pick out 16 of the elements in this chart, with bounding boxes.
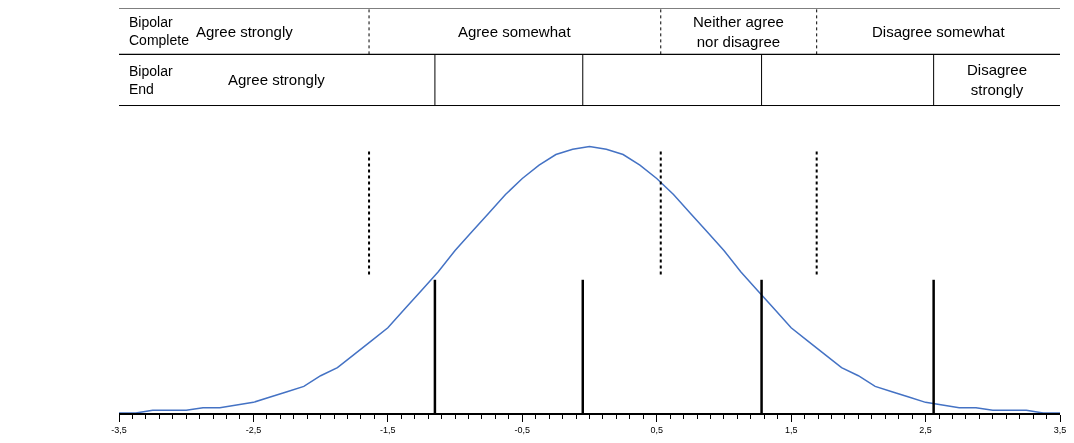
text: Disagree somewhat <box>872 23 1006 40</box>
x-tick-label: -0,5 <box>514 424 531 435</box>
text: Disagree strongly <box>967 61 1028 98</box>
text: Agree strongly <box>228 71 326 88</box>
text: Agree strongly <box>196 23 294 40</box>
x-tick-label: 2,5 <box>919 424 932 435</box>
x-tick-label: -1,5 <box>380 424 396 435</box>
text: Bipolar Complete <box>129 14 190 49</box>
text: Neither agree nor disagree <box>693 13 784 50</box>
x-tick-label: -2,5 <box>245 424 262 435</box>
x-tick-label: 3,5 <box>1053 424 1067 435</box>
text: Agree somewhat <box>458 23 572 40</box>
x-tick-label: 0,5 <box>650 424 663 435</box>
text: Bipolar End <box>129 63 173 98</box>
x-tick-label: -3,5 <box>111 424 127 435</box>
x-tick-label: 1,5 <box>784 424 798 435</box>
